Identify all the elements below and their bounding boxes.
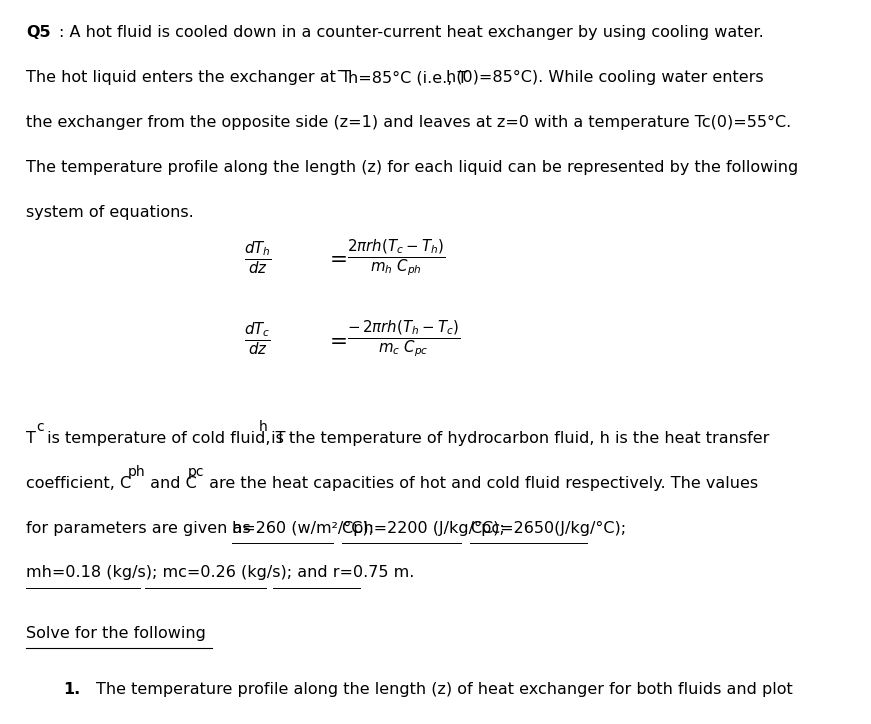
Text: 1.: 1. bbox=[63, 682, 80, 697]
Text: mh=0.18 (kg/s); mc=0.26 (kg/s); and r=0.75 m.: mh=0.18 (kg/s); mc=0.26 (kg/s); and r=0.… bbox=[26, 565, 415, 581]
Text: and C: and C bbox=[145, 476, 196, 491]
Text: the exchanger from the opposite side (z=1) and leaves at z=0 with a temperature : the exchanger from the opposite side (z=… bbox=[26, 115, 792, 130]
Text: $=$: $=$ bbox=[325, 248, 347, 269]
Text: $\frac{2\pi rh(T_c - T_h)}{m_h\ C_{ph}}$: $\frac{2\pi rh(T_c - T_h)}{m_h\ C_{ph}}$ bbox=[347, 237, 445, 279]
Text: c: c bbox=[36, 420, 44, 434]
Text: are the heat capacities of hot and cold fluid respectively. The values: are the heat capacities of hot and cold … bbox=[204, 476, 758, 491]
Text: $\frac{dT_c}{dz}$: $\frac{dT_c}{dz}$ bbox=[244, 321, 271, 358]
Text: is the temperature of hydrocarbon fluid, h is the heat transfer: is the temperature of hydrocarbon fluid,… bbox=[266, 431, 769, 446]
Text: Solve for the following: Solve for the following bbox=[26, 626, 206, 641]
Text: $\frac{-\,2\pi rh(T_h - T_c)}{m_c\ C_{pc}}$: $\frac{-\,2\pi rh(T_h - T_c)}{m_c\ C_{pc… bbox=[347, 319, 460, 361]
Text: T: T bbox=[26, 431, 36, 446]
Text: Q5: Q5 bbox=[26, 25, 51, 41]
Text: ph: ph bbox=[128, 465, 145, 479]
Text: The temperature profile along the length (z) for each liquid can be represented : The temperature profile along the length… bbox=[26, 160, 799, 175]
Text: h(0)=85°C). While cooling water enters: h(0)=85°C). While cooling water enters bbox=[446, 70, 764, 85]
Text: pc: pc bbox=[187, 465, 204, 479]
Text: The temperature profile along the length (z) of heat exchanger for both fluids a: The temperature profile along the length… bbox=[96, 682, 793, 697]
Text: Cph=2200 (J/kg/°C);: Cph=2200 (J/kg/°C); bbox=[342, 521, 505, 536]
Text: $=$: $=$ bbox=[325, 329, 347, 350]
Text: : A hot fluid is cooled down in a counter-current heat exchanger by using coolin: : A hot fluid is cooled down in a counte… bbox=[59, 25, 764, 41]
Text: coefficient, C: coefficient, C bbox=[26, 476, 132, 491]
Text: h: h bbox=[259, 420, 267, 434]
Text: The hot liquid enters the exchanger at T: The hot liquid enters the exchanger at T bbox=[26, 70, 351, 85]
Text: $\frac{dT_h}{dz}$: $\frac{dT_h}{dz}$ bbox=[244, 240, 272, 277]
Text: Cpc=2650(J/kg/°C);: Cpc=2650(J/kg/°C); bbox=[470, 521, 626, 536]
Text: h=85°C (i.e., T: h=85°C (i.e., T bbox=[348, 70, 467, 85]
Text: is temperature of cold fluid, T: is temperature of cold fluid, T bbox=[42, 431, 286, 446]
Text: h=260 (w/m²/°C);: h=260 (w/m²/°C); bbox=[232, 521, 374, 536]
Text: system of equations.: system of equations. bbox=[26, 205, 194, 220]
Text: for parameters are given as: for parameters are given as bbox=[26, 521, 256, 536]
